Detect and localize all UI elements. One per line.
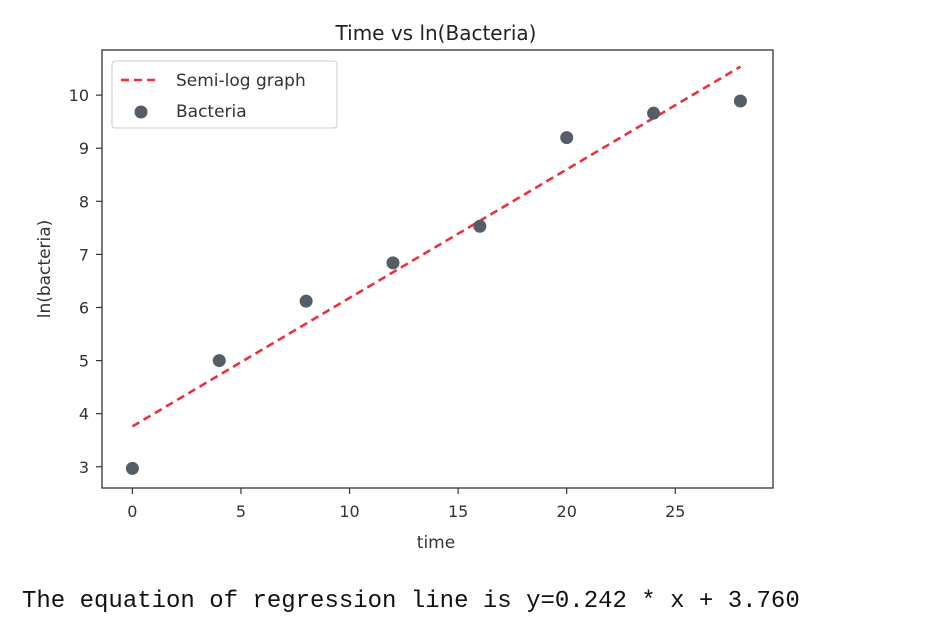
data-point <box>733 94 747 108</box>
x-tick-label: 25 <box>665 502 685 521</box>
y-tick-label: 3 <box>79 458 89 477</box>
x-tick-label: 0 <box>127 502 137 521</box>
chart: Time vs ln(Bacteria) 0 5 10 15 20 25 3 4 5 6 7 8 9 10… <box>35 21 774 553</box>
y-axis-title: ln(bacteria) <box>35 220 55 319</box>
y-tick-label: 4 <box>79 405 89 424</box>
y-tick-label: 8 <box>79 192 89 211</box>
regression-equation-output: The equation of regression line is y=0.2… <box>22 588 800 615</box>
x-tick-label: 15 <box>448 502 468 521</box>
data-point <box>125 461 139 475</box>
x-axis-title: time <box>417 533 455 553</box>
data-point <box>647 106 661 120</box>
axis-ticks: 0 5 10 15 20 25 3 4 5 6 7 8 9 10 <box>69 86 686 521</box>
legend-label-semilog: Semi-log graph <box>176 71 306 91</box>
legend-box <box>111 60 338 129</box>
data-point <box>212 354 226 368</box>
legend-dot-marker <box>134 105 148 119</box>
series-layer <box>125 65 747 475</box>
y-tick-label: 5 <box>79 352 89 371</box>
y-tick-label: 10 <box>69 86 89 105</box>
y-tick-label: 9 <box>79 139 89 158</box>
y-tick-label: 7 <box>79 245 89 264</box>
data-point <box>386 256 400 270</box>
regression-line <box>131 65 742 428</box>
x-tick-label: 5 <box>236 502 246 521</box>
y-tick-label: 6 <box>79 298 89 317</box>
x-tick-label: 20 <box>557 502 577 521</box>
legend: Semi-log graph Bacteria <box>111 60 338 129</box>
x-tick-label: 10 <box>339 502 359 521</box>
data-point <box>299 294 313 308</box>
legend-label-bacteria: Bacteria <box>176 102 247 122</box>
data-point <box>560 131 574 145</box>
data-point <box>473 219 487 233</box>
chart-title: Time vs ln(Bacteria) <box>335 21 537 45</box>
